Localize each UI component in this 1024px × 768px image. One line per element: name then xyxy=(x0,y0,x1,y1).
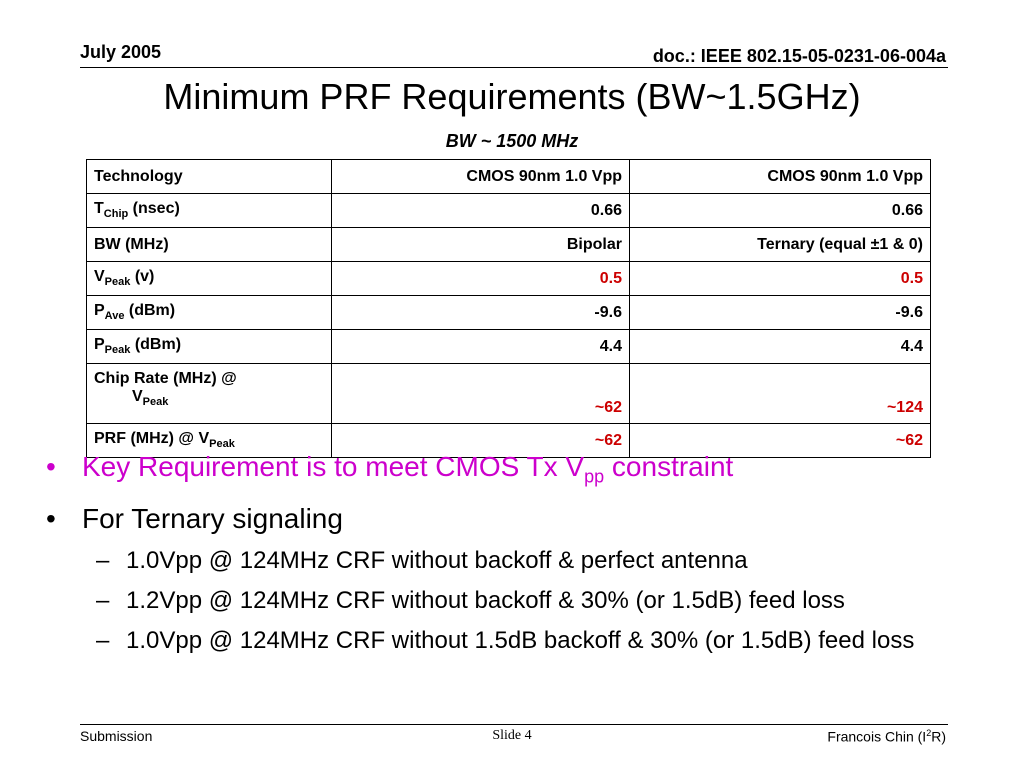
table-row: Technology CMOS 90nm 1.0 Vpp CMOS 90nm 1… xyxy=(86,159,931,194)
dash-icon: – xyxy=(96,626,110,654)
table-row: PPeak (dBm) 4.4 4.4 xyxy=(86,329,931,364)
bipolar-cell: 4.4 xyxy=(331,329,630,364)
table-row: Chip Rate (MHz) @ VPeak ~62 ~124 xyxy=(86,363,931,424)
ternary-cell: ~62 xyxy=(629,423,931,458)
dash-icon: – xyxy=(96,586,110,614)
table-row: BW (MHz) Bipolar Ternary (equal ±1 & 0) xyxy=(86,227,931,262)
sub-bullet-item: – 1.0Vpp @ 124MHz CRF without backoff & … xyxy=(40,544,980,578)
bipolar-cell: 0.5 xyxy=(331,261,630,296)
bipolar-cell: CMOS 90nm 1.0 Vpp xyxy=(331,159,630,194)
header-date: July 2005 xyxy=(80,42,162,62)
row-label: PRF (MHz) @ VPeak xyxy=(86,423,332,458)
dash-icon: – xyxy=(96,546,110,574)
ternary-cell: -9.6 xyxy=(629,295,931,330)
row-label: PAve (dBm) xyxy=(86,295,332,330)
row-label: PPeak (dBm) xyxy=(86,329,332,364)
bipolar-cell: ~62 xyxy=(331,423,630,458)
bullet-item: • For Ternary signaling xyxy=(46,502,343,534)
prf-requirements-table: Technology CMOS 90nm 1.0 Vpp CMOS 90nm 1… xyxy=(86,159,931,458)
ternary-cell: ~124 xyxy=(629,363,931,424)
bipolar-cell: -9.6 xyxy=(331,295,630,330)
bullet-dot-icon: • xyxy=(46,502,56,534)
ternary-cell: 0.66 xyxy=(629,193,931,228)
row-label: Chip Rate (MHz) @ VPeak xyxy=(86,363,332,424)
row-label: Technology xyxy=(86,159,332,194)
ternary-cell: 0.5 xyxy=(629,261,931,296)
bipolar-cell: 0.66 xyxy=(331,193,630,228)
table-row: PRF (MHz) @ VPeak ~62 ~62 xyxy=(86,423,931,458)
bipolar-cell: Bipolar xyxy=(331,227,630,262)
table-row: VPeak (v) 0.5 0.5 xyxy=(86,261,931,296)
table-row: PAve (dBm) -9.6 -9.6 xyxy=(86,295,931,330)
row-label: BW (MHz) xyxy=(86,227,332,262)
bullet-list: • Key Requirement is to meet CMOS Tx Vpp… xyxy=(40,450,980,664)
ternary-cell: 4.4 xyxy=(629,329,931,364)
table-caption: BW ~ 1500 MHz xyxy=(445,131,579,151)
footer-submission: Submission xyxy=(80,728,153,744)
document-id: doc.: IEEE 802.15-05-0231-06-004a xyxy=(652,46,946,66)
bipolar-cell: ~62 xyxy=(331,363,630,424)
slide-number: Slide 4 xyxy=(492,728,532,743)
sub-bullet-item: – 1.2Vpp @ 124MHz CRF without backoff & … xyxy=(40,584,980,618)
bullet-item: • Key Requirement is to meet CMOS Tx Vpp… xyxy=(46,451,734,487)
row-label: TChip (nsec) xyxy=(86,193,332,228)
ternary-cell: Ternary (equal ±1 & 0) xyxy=(629,227,931,262)
table-row: TChip (nsec) 0.66 0.66 xyxy=(86,193,931,228)
header-divider xyxy=(80,67,948,68)
footer-author: Francois Chin (I2R) xyxy=(827,728,946,745)
slide-title: Minimum PRF Requirements (BW~1.5GHz) xyxy=(163,76,861,117)
ternary-cell: CMOS 90nm 1.0 Vpp xyxy=(629,159,931,194)
bullet-dot-icon: • xyxy=(46,451,56,482)
row-label: VPeak (v) xyxy=(86,261,332,296)
sub-bullet-item: – 1.0Vpp @ 124MHz CRF without 1.5dB back… xyxy=(40,624,980,658)
footer-divider xyxy=(80,724,948,725)
